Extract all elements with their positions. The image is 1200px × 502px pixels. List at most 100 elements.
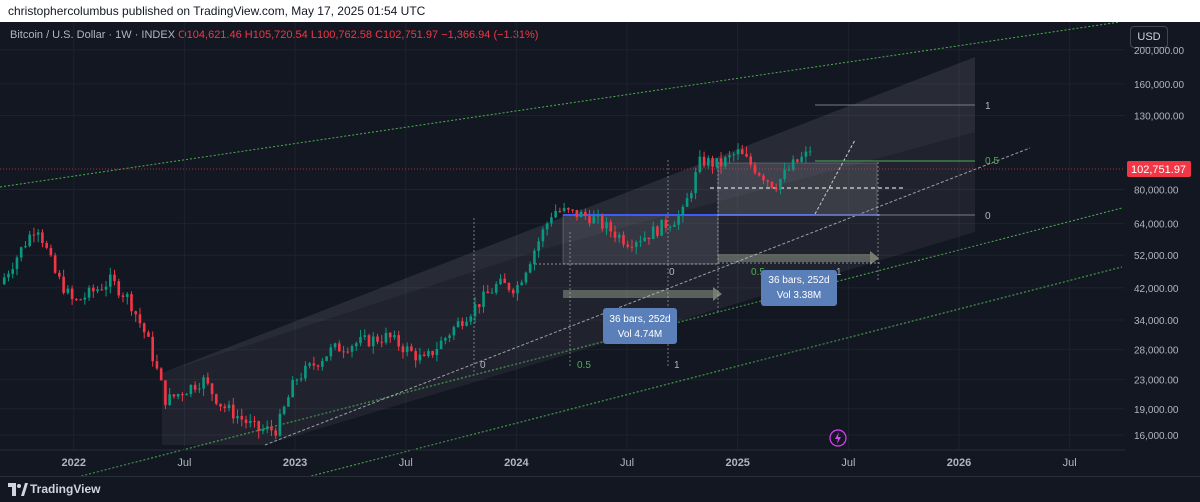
candle-body-40 — [172, 394, 176, 397]
tradingview-logo-text: TradingView — [30, 482, 101, 496]
time-tick-2: 2023 — [283, 457, 307, 469]
candle-body-95 — [405, 346, 409, 353]
trendline-middle — [79, 207, 1123, 476]
trendline-upper — [0, 22, 1121, 188]
candle-body-153 — [651, 226, 655, 240]
candle-body-36 — [155, 361, 159, 369]
candle-body-146 — [622, 234, 625, 245]
tradingview-logo-icon — [8, 483, 28, 496]
candle-body-168 — [715, 158, 719, 167]
candle-body-54 — [231, 404, 235, 419]
chart-area[interactable]: Bitcoin / U.S. Dollar · 1W · INDEX O104,… — [0, 22, 1200, 476]
price-tick-7: 34,000.00 — [1134, 316, 1179, 327]
price-tick-6: 42,000.00 — [1134, 284, 1179, 295]
candle-body-90 — [384, 332, 388, 343]
candle-body-38 — [164, 380, 167, 405]
candle-body-106 — [452, 327, 456, 336]
candle-body-71 — [304, 365, 307, 379]
candle-body-13 — [58, 272, 61, 277]
time-tick-8: 2026 — [947, 457, 971, 469]
candle-body-104 — [444, 337, 447, 341]
candle-body-175 — [745, 154, 748, 157]
candle-body-70 — [299, 378, 303, 380]
candle-body-149 — [634, 242, 638, 247]
time-axis[interactable]: 2022 Jul 2023 Jul 2024 Jul 2025 Jul 2026 Jul — [62, 457, 1077, 469]
candle-body-66 — [282, 406, 286, 414]
candle-body-29 — [125, 294, 129, 297]
time-tick-1: Jul — [177, 457, 191, 469]
candle-body-100 — [427, 351, 430, 357]
candle-body-167 — [711, 158, 714, 167]
candle-body-157 — [668, 226, 672, 228]
candle-body-151 — [643, 237, 646, 242]
symbol-name: Bitcoin / U.S. Dollar · 1W · INDEX — [10, 29, 176, 41]
price-tick-11: 16,000.00 — [1134, 431, 1179, 442]
measure-label-1-line1: 36 bars, 252d — [609, 314, 670, 325]
fib-top-0-label: 0 — [985, 211, 991, 222]
candle-body-8 — [36, 232, 40, 235]
trendline-lower — [309, 266, 1123, 476]
candle-body-130 — [554, 210, 557, 218]
candle-body-84 — [359, 336, 362, 344]
candle-body-86 — [367, 335, 371, 347]
change-value: −1,366.94 (−1.31%) — [441, 29, 539, 41]
candle-body-80 — [342, 351, 345, 353]
candle-body-140 — [596, 215, 600, 217]
price-tick-10: 19,000.00 — [1134, 405, 1179, 416]
candle-body-47 — [202, 377, 205, 389]
candle-body-83 — [354, 343, 358, 347]
candle-body-25 — [108, 274, 112, 287]
candle-body-103 — [439, 340, 443, 349]
candle-body-27 — [117, 281, 121, 296]
candle-body-179 — [762, 175, 765, 181]
measure-label-1-line2: Vol 4.74M — [618, 329, 662, 340]
candle-body-12 — [53, 255, 57, 273]
symbol-info-bar: Bitcoin / U.S. Dollar · 1W · INDEX O104,… — [10, 29, 538, 41]
candle-body-120 — [511, 289, 515, 294]
candle-body-93 — [397, 335, 400, 347]
candle-body-118 — [503, 278, 507, 284]
time-tick-6: 2025 — [725, 457, 749, 469]
currency-button[interactable]: USD — [1130, 26, 1168, 48]
trendline-channel-base — [264, 147, 1031, 446]
candle-body-148 — [630, 246, 634, 248]
measure-label-1: 36 bars, 252d Vol 4.74M — [603, 308, 677, 344]
candle-body-188 — [800, 156, 803, 162]
price-axis[interactable]: 200,000.00 160,000.00 130,000.00 80,000.00 6… — [1134, 46, 1184, 442]
candle-body-154 — [656, 226, 659, 236]
candle-body-127 — [541, 229, 545, 242]
candle-body-55 — [236, 416, 239, 419]
candle-body-124 — [528, 264, 532, 273]
candle-body-180 — [766, 180, 769, 182]
candle-body-171 — [728, 155, 731, 158]
candle-body-35 — [151, 336, 154, 362]
trendline-short — [814, 139, 856, 215]
candle-body-11 — [49, 247, 53, 256]
candle-body-132 — [562, 208, 566, 212]
candle-body-158 — [673, 224, 676, 227]
candle-body-4 — [19, 247, 23, 258]
candle-body-113 — [482, 291, 485, 307]
candle-body-49 — [210, 383, 214, 395]
fib-top-05-label: 0.5 — [985, 156, 999, 167]
candle-body-17 — [75, 299, 78, 301]
candle-body-166 — [707, 158, 710, 166]
candles — [2, 143, 812, 440]
candle-body-119 — [507, 283, 511, 290]
candle-body-45 — [193, 384, 197, 390]
candle-body-46 — [198, 388, 201, 390]
candle-body-131 — [558, 210, 562, 212]
candle-body-169 — [719, 158, 723, 167]
candle-body-156 — [664, 219, 668, 228]
candle-body-51 — [219, 403, 222, 407]
lightning-icon[interactable] — [829, 429, 847, 447]
candle-body-97 — [414, 351, 417, 361]
candle-body-138 — [588, 215, 591, 224]
candle-body-98 — [418, 354, 422, 361]
candle-body-9 — [41, 232, 44, 243]
candle-body-58 — [248, 420, 252, 424]
range-arrow-1 — [563, 290, 713, 298]
candle-body-24 — [104, 286, 108, 290]
candle-body-126 — [537, 241, 540, 251]
price-chart[interactable]: 1 0.5 0 0.5 1 0 0.5 1 0 200,000.00 160,00… — [0, 22, 1200, 476]
